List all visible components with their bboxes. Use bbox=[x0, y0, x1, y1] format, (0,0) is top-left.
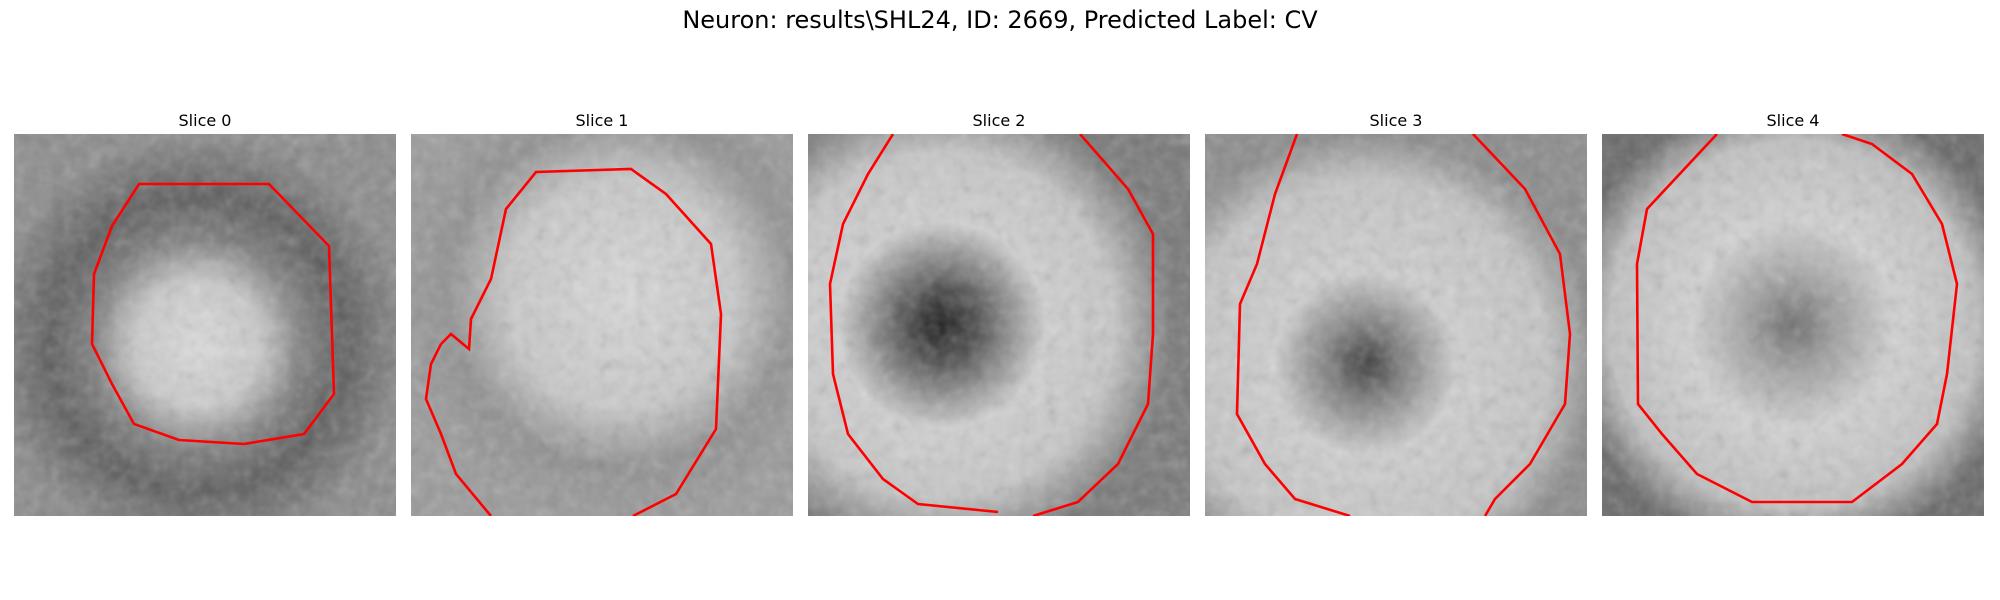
slice-title: Slice 0 bbox=[178, 111, 232, 130]
slice-panel-1: Slice 1 bbox=[411, 108, 793, 516]
slice-noise bbox=[808, 134, 1190, 516]
contour-line bbox=[1635, 134, 1959, 504]
slice-image bbox=[1602, 134, 1984, 516]
slice-title: Slice 2 bbox=[972, 111, 1026, 130]
slice-image bbox=[14, 134, 396, 516]
contour-line bbox=[1235, 134, 1351, 516]
slice-title: Slice 1 bbox=[575, 111, 629, 130]
slice-panel-0: Slice 0 bbox=[14, 108, 396, 516]
slice-panel-3: Slice 3 bbox=[1205, 108, 1587, 516]
slice-panel-4: Slice 4 bbox=[1602, 108, 1984, 516]
slice-title: Slice 4 bbox=[1766, 111, 1820, 130]
contour-line bbox=[1032, 134, 1155, 516]
slice-noise bbox=[411, 134, 793, 516]
slice-image bbox=[1205, 134, 1587, 516]
figure-title: Neuron: results\SHL24, ID: 2669, Predict… bbox=[682, 6, 1318, 34]
contour-line bbox=[1472, 134, 1572, 516]
contour-line bbox=[90, 182, 336, 446]
slice-noise bbox=[1602, 134, 1984, 516]
slice-image bbox=[411, 134, 793, 516]
contour-line bbox=[424, 343, 492, 516]
slice-panel-2: Slice 2 bbox=[808, 108, 1190, 516]
slice-image bbox=[808, 134, 1190, 516]
contour-line bbox=[828, 134, 999, 514]
slice-noise bbox=[14, 134, 396, 516]
slice-title: Slice 3 bbox=[1369, 111, 1423, 130]
slice-noise bbox=[1205, 134, 1587, 516]
contour-line bbox=[440, 167, 723, 516]
